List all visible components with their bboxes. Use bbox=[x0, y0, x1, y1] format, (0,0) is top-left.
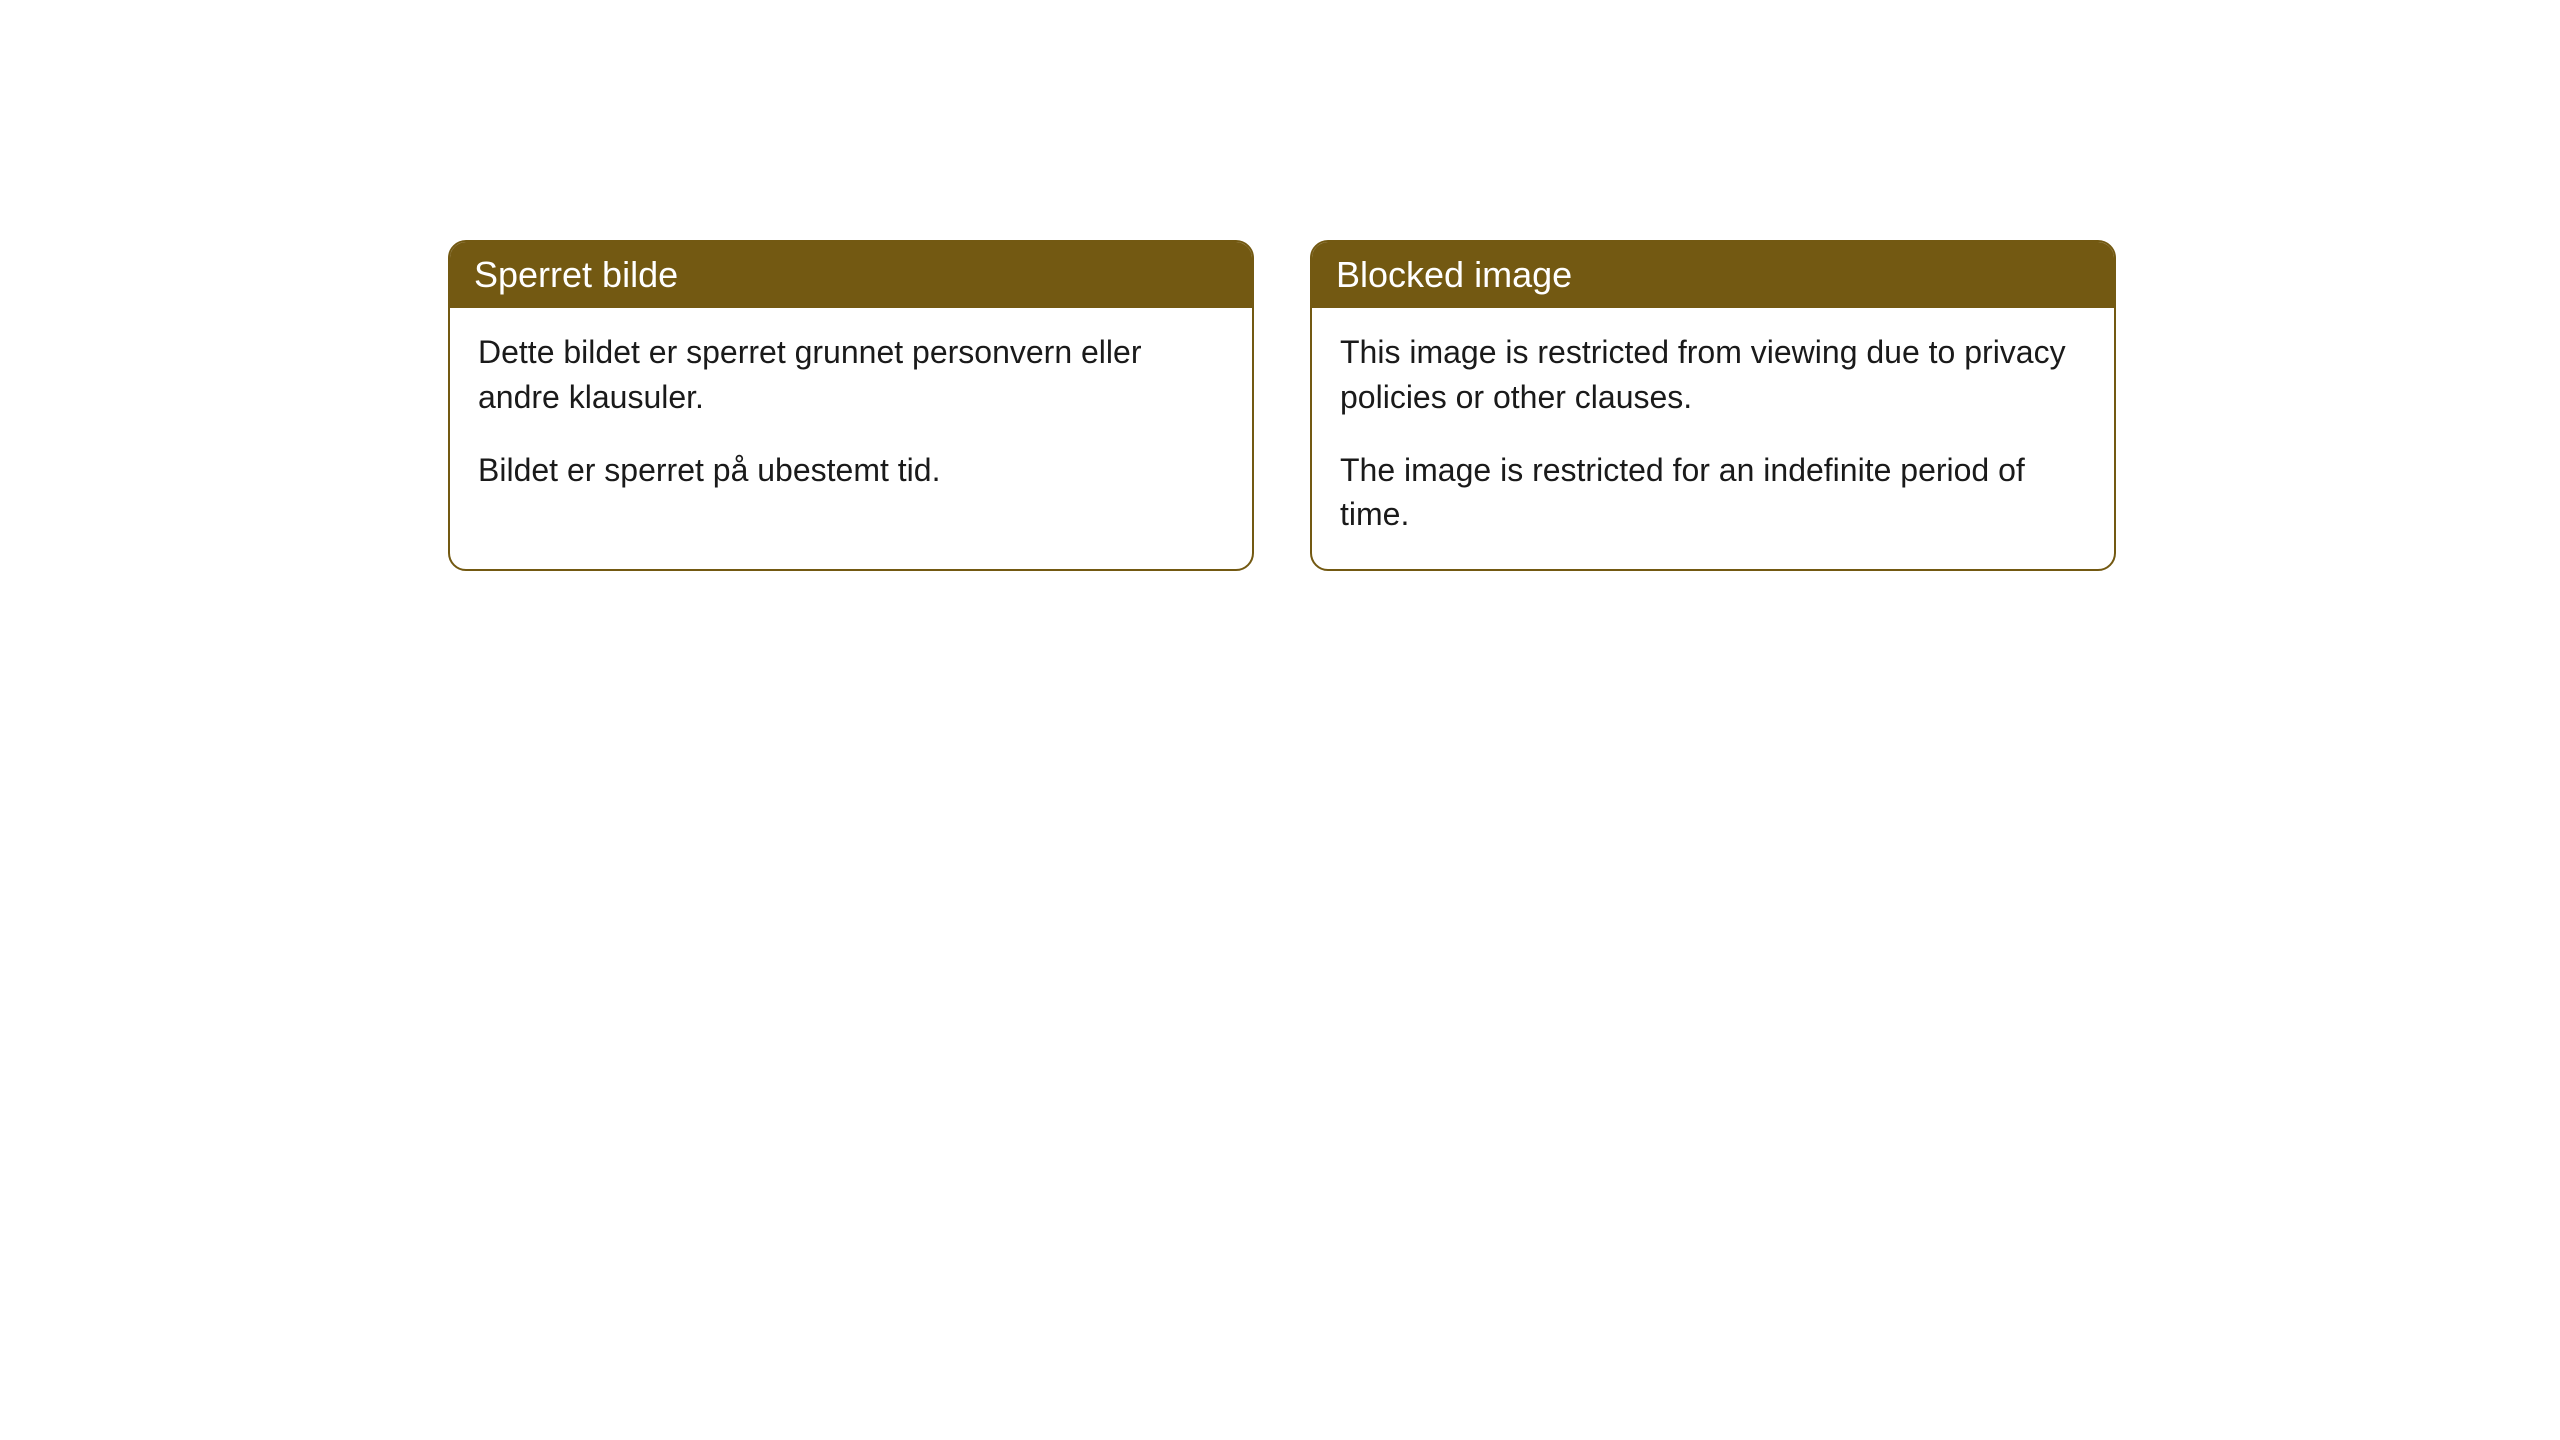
card-paragraph-1-norwegian: Dette bildet er sperret grunnet personve… bbox=[478, 330, 1224, 420]
card-paragraph-2-norwegian: Bildet er sperret på ubestemt tid. bbox=[478, 448, 1224, 493]
card-paragraph-1-english: This image is restricted from viewing du… bbox=[1340, 330, 2086, 420]
blocked-image-card-norwegian: Sperret bilde Dette bildet er sperret gr… bbox=[448, 240, 1254, 571]
card-title-norwegian: Sperret bilde bbox=[474, 254, 678, 295]
blocked-image-card-english: Blocked image This image is restricted f… bbox=[1310, 240, 2116, 571]
card-paragraph-2-english: The image is restricted for an indefinit… bbox=[1340, 448, 2086, 538]
card-header-norwegian: Sperret bilde bbox=[450, 242, 1252, 308]
card-header-english: Blocked image bbox=[1312, 242, 2114, 308]
card-body-norwegian: Dette bildet er sperret grunnet personve… bbox=[450, 308, 1252, 524]
notice-cards-container: Sperret bilde Dette bildet er sperret gr… bbox=[448, 240, 2116, 571]
card-title-english: Blocked image bbox=[1336, 254, 1572, 295]
card-body-english: This image is restricted from viewing du… bbox=[1312, 308, 2114, 569]
